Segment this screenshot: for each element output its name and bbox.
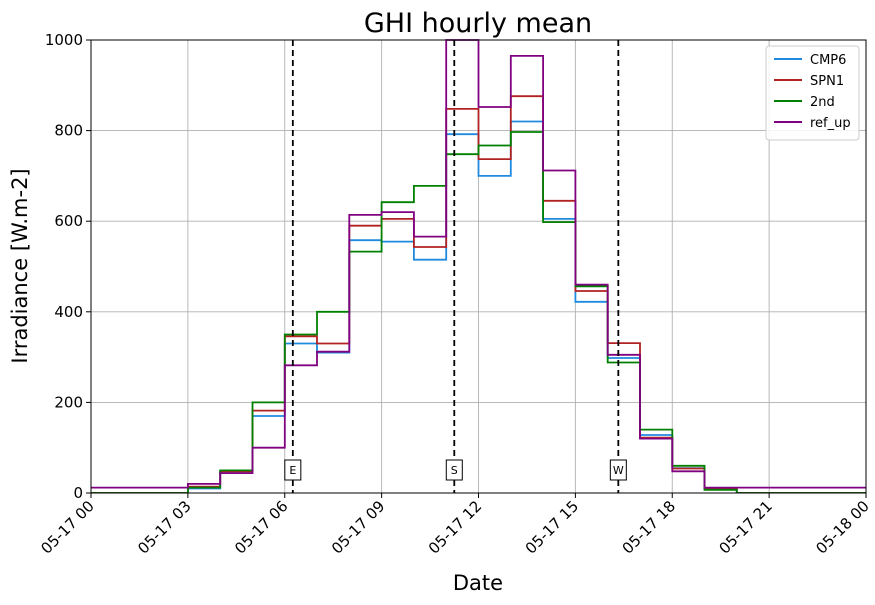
- x-axis-ticks: 05-17 00 05-17 03 05-17 06 05-17 09 05-17 12…: [37, 493, 873, 558]
- legend-box: [765, 45, 860, 141]
- legend-label-ref-up: ref_up: [810, 116, 851, 131]
- marker-box-s: [445, 459, 463, 481]
- y-tick-label-3: 600: [54, 212, 83, 230]
- x-tick-label-6: 05-17 18: [619, 497, 679, 557]
- legend-label-spn1: SPN1: [810, 74, 844, 89]
- x-tick-label-5: 05-17 15: [522, 497, 582, 557]
- legend-label-cmp6: CMP6: [810, 53, 846, 68]
- x-tick-label-8: 05-18 00: [812, 497, 872, 557]
- marker-box-e: [284, 459, 302, 481]
- y-tick-label-0: 0: [73, 484, 83, 502]
- marker-label-e: E: [289, 464, 296, 477]
- x-tick-label-0: 05-17 00: [37, 497, 97, 557]
- x-tick-label-4: 05-17 12: [425, 497, 485, 557]
- legend-label-2nd: 2nd: [810, 95, 835, 110]
- y-axis-label: Irradiance [W.m-2]: [8, 168, 32, 363]
- y-tick-label-2: 400: [54, 303, 83, 321]
- marker-box-w: [609, 459, 627, 481]
- y-tick-label-4: 800: [54, 122, 83, 140]
- x-axis-label: Date: [453, 571, 503, 595]
- legend: CMP6 SPN1 2nd ref_up: [765, 45, 860, 141]
- chart-title: GHI hourly mean: [364, 8, 592, 39]
- x-tick-label-7: 05-17 21: [716, 497, 776, 557]
- x-tick-label-2: 05-17 06: [231, 497, 291, 557]
- series-layer: [91, 39, 866, 493]
- x-tick-label-1: 05-17 03: [134, 497, 194, 557]
- grid: [90, 39, 867, 494]
- marker-label-w: W: [613, 464, 624, 477]
- marker-label-s: S: [451, 464, 458, 477]
- x-tick-label-3: 05-17 09: [328, 497, 388, 557]
- y-axis-ticks: 0 200 400 600 800 1000: [45, 31, 91, 502]
- y-tick-label-1: 200: [54, 393, 83, 411]
- y-tick-label-5: 1000: [45, 31, 83, 49]
